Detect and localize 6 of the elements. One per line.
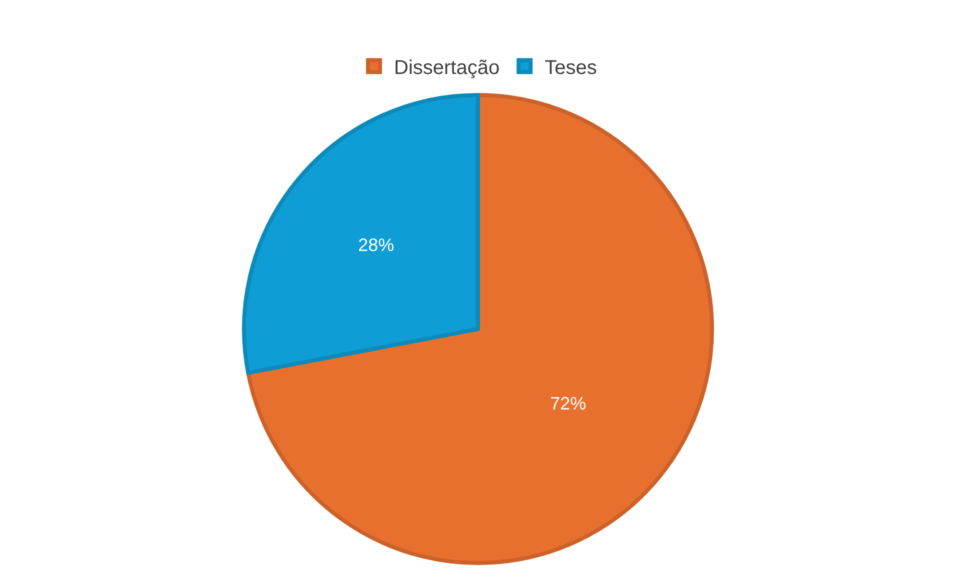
data-label: 72% — [550, 394, 586, 414]
legend-label: Dissertação — [394, 56, 500, 79]
data-label: 28% — [358, 234, 394, 255]
legend-label: Teses — [544, 56, 597, 79]
pie-slice — [246, 93, 714, 565]
pie-slice — [242, 93, 480, 375]
